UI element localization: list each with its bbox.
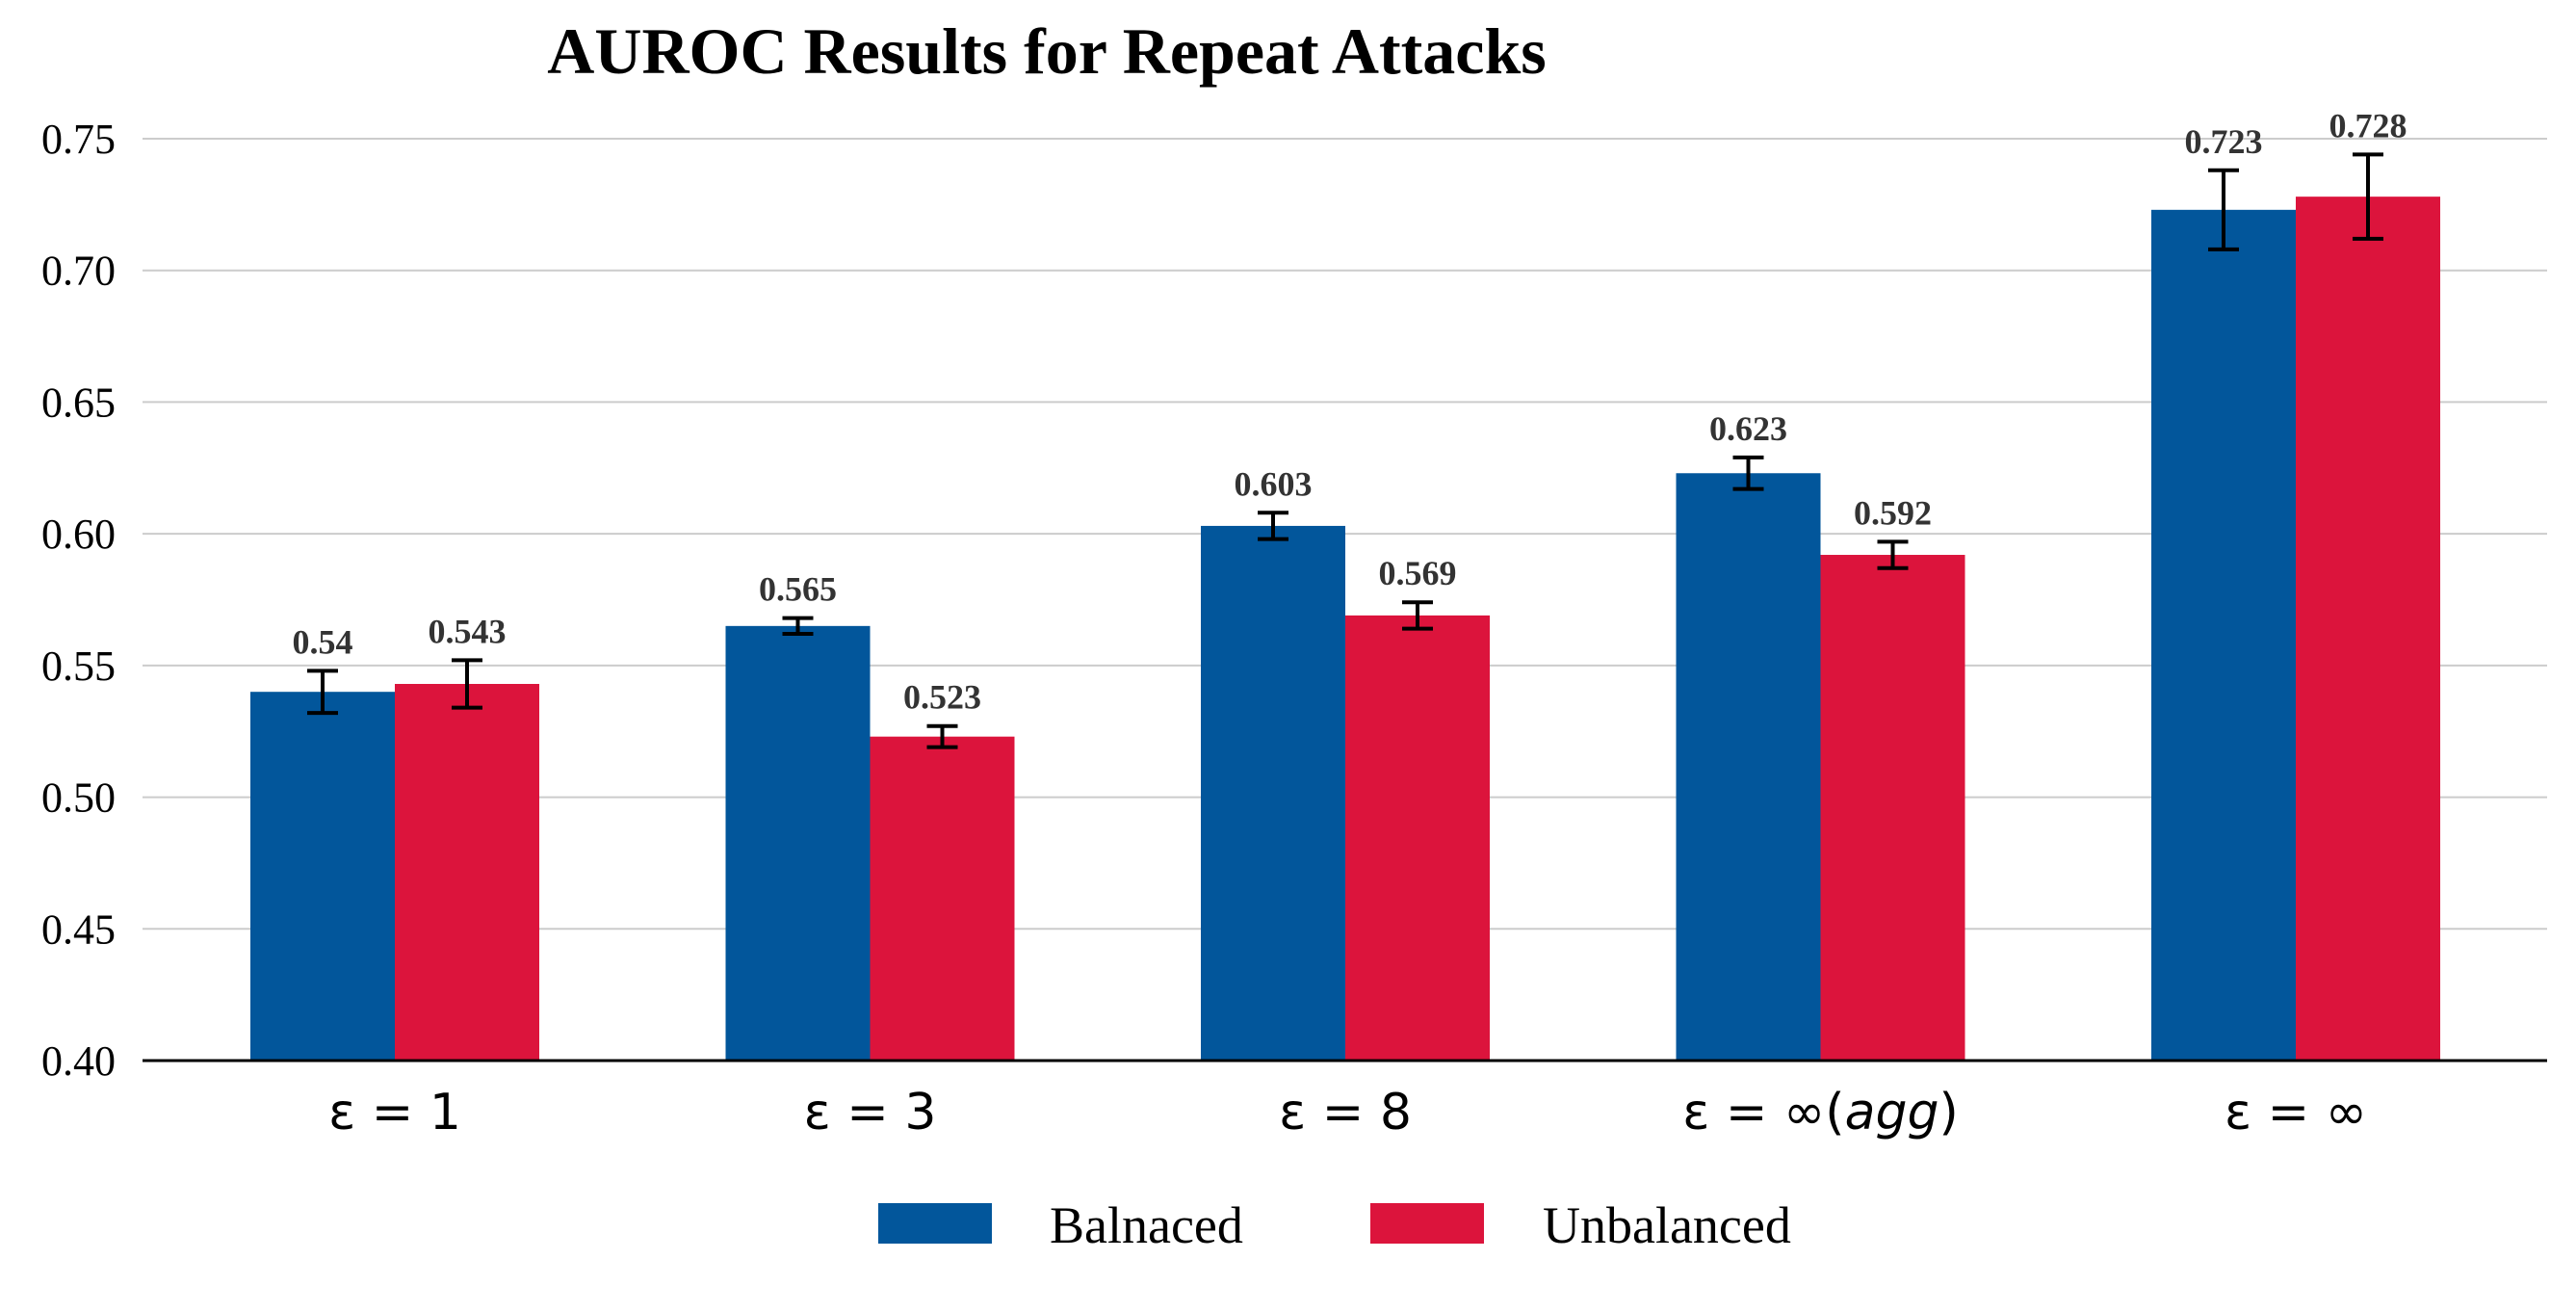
error-bars xyxy=(307,152,2383,749)
error-bar xyxy=(452,658,482,710)
x-axis-ticks: ε = 1 ε = 3 ε = 8 ε = ∞(agg) ε = ∞ xyxy=(328,1084,2367,1141)
bar-unbalanced xyxy=(870,736,1015,1061)
chart-title: AUROC Results for Repeat Attacks xyxy=(547,14,1547,88)
y-tick-label: 0.60 xyxy=(41,511,116,558)
error-bar xyxy=(1402,600,1433,631)
y-tick-label: 0.45 xyxy=(41,905,116,953)
legend: Balnaced Unbalanced xyxy=(878,1196,1791,1254)
data-label: 0.728 xyxy=(2329,106,2407,144)
error-bar xyxy=(1877,539,1909,570)
data-label: 0.54 xyxy=(293,622,353,661)
data-label: 0.543 xyxy=(429,612,507,650)
legend-item-unbalanced: Unbalanced xyxy=(1370,1196,1791,1254)
error-bar xyxy=(1732,455,1764,491)
bar-balnaced xyxy=(725,625,871,1061)
error-bar xyxy=(2353,152,2383,241)
x-tick-label: ε = 8 xyxy=(1279,1084,1412,1141)
x-tick-label: ε = 3 xyxy=(804,1084,937,1141)
bar-unbalanced xyxy=(395,683,539,1061)
bar-balnaced xyxy=(1201,525,1345,1061)
legend-swatch xyxy=(878,1203,992,1244)
error-bar xyxy=(307,669,338,716)
error-bar xyxy=(1258,511,1288,541)
y-tick-label: 0.65 xyxy=(41,379,116,426)
legend-swatch xyxy=(1370,1203,1484,1244)
data-label: 0.603 xyxy=(1235,464,1313,503)
bar-balnaced xyxy=(1676,473,1821,1061)
x-tick-label: ε = ∞ xyxy=(2225,1084,2367,1141)
error-bar xyxy=(2208,168,2239,251)
y-tick-label: 0.40 xyxy=(41,1037,116,1085)
data-label: 0.565 xyxy=(759,570,837,609)
bar-unbalanced xyxy=(2296,197,2440,1061)
bar-balnaced xyxy=(2151,209,2296,1062)
data-label: 0.723 xyxy=(2185,122,2263,161)
x-tick-label: ε = 1 xyxy=(328,1084,461,1141)
bar-balnaced xyxy=(250,692,395,1061)
data-label: 0.592 xyxy=(1854,493,1932,532)
value-labels: 0.54 0.543 0.565 0.523 0.603 0.569 0.623 0.592 0… xyxy=(293,106,2407,716)
bar-unbalanced xyxy=(1820,555,1965,1061)
data-label: 0.523 xyxy=(903,678,981,717)
legend-label: Balnaced xyxy=(1050,1196,1243,1254)
legend-label: Unbalanced xyxy=(1543,1196,1791,1254)
y-tick-label: 0.70 xyxy=(41,248,116,295)
data-label: 0.569 xyxy=(1379,554,1457,592)
bar-unbalanced xyxy=(1345,615,1490,1061)
data-label: 0.623 xyxy=(1709,409,1787,448)
y-tick-label: 0.75 xyxy=(41,116,116,163)
x-tick-label: ε = ∞(agg) xyxy=(1682,1084,1959,1141)
y-tick-label: 0.50 xyxy=(41,774,116,822)
y-axis-ticks: 0.40 0.45 0.50 0.55 0.60 0.65 0.70 0.75 xyxy=(41,116,116,1085)
bars xyxy=(250,197,2440,1062)
error-bar xyxy=(926,723,958,749)
legend-item-balnaced: Balnaced xyxy=(878,1196,1243,1254)
y-tick-label: 0.55 xyxy=(41,643,116,690)
error-bar xyxy=(782,616,814,637)
